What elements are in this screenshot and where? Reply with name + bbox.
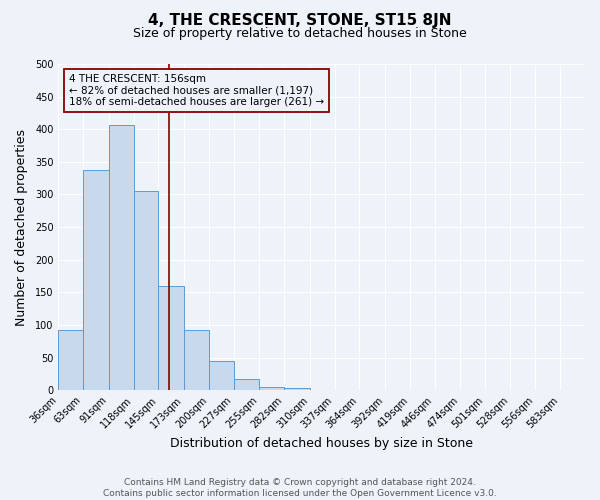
Text: 4 THE CRESCENT: 156sqm
← 82% of detached houses are smaller (1,197)
18% of semi-: 4 THE CRESCENT: 156sqm ← 82% of detached… [69, 74, 324, 107]
Bar [158, 286, 184, 390]
Text: Size of property relative to detached houses in Stone: Size of property relative to detached ho… [133, 28, 467, 40]
Text: Contains HM Land Registry data © Crown copyright and database right 2024.
Contai: Contains HM Land Registry data © Crown c… [103, 478, 497, 498]
Bar [134, 191, 158, 390]
Bar [233, 379, 259, 390]
Bar [109, 124, 134, 390]
Bar [58, 330, 83, 390]
Bar [259, 387, 284, 390]
Text: 4, THE CRESCENT, STONE, ST15 8JN: 4, THE CRESCENT, STONE, ST15 8JN [148, 12, 452, 28]
Bar [83, 170, 109, 390]
Y-axis label: Number of detached properties: Number of detached properties [15, 128, 28, 326]
X-axis label: Distribution of detached houses by size in Stone: Distribution of detached houses by size … [170, 437, 473, 450]
Bar [284, 388, 310, 390]
Bar [184, 330, 209, 390]
Bar [209, 361, 233, 390]
